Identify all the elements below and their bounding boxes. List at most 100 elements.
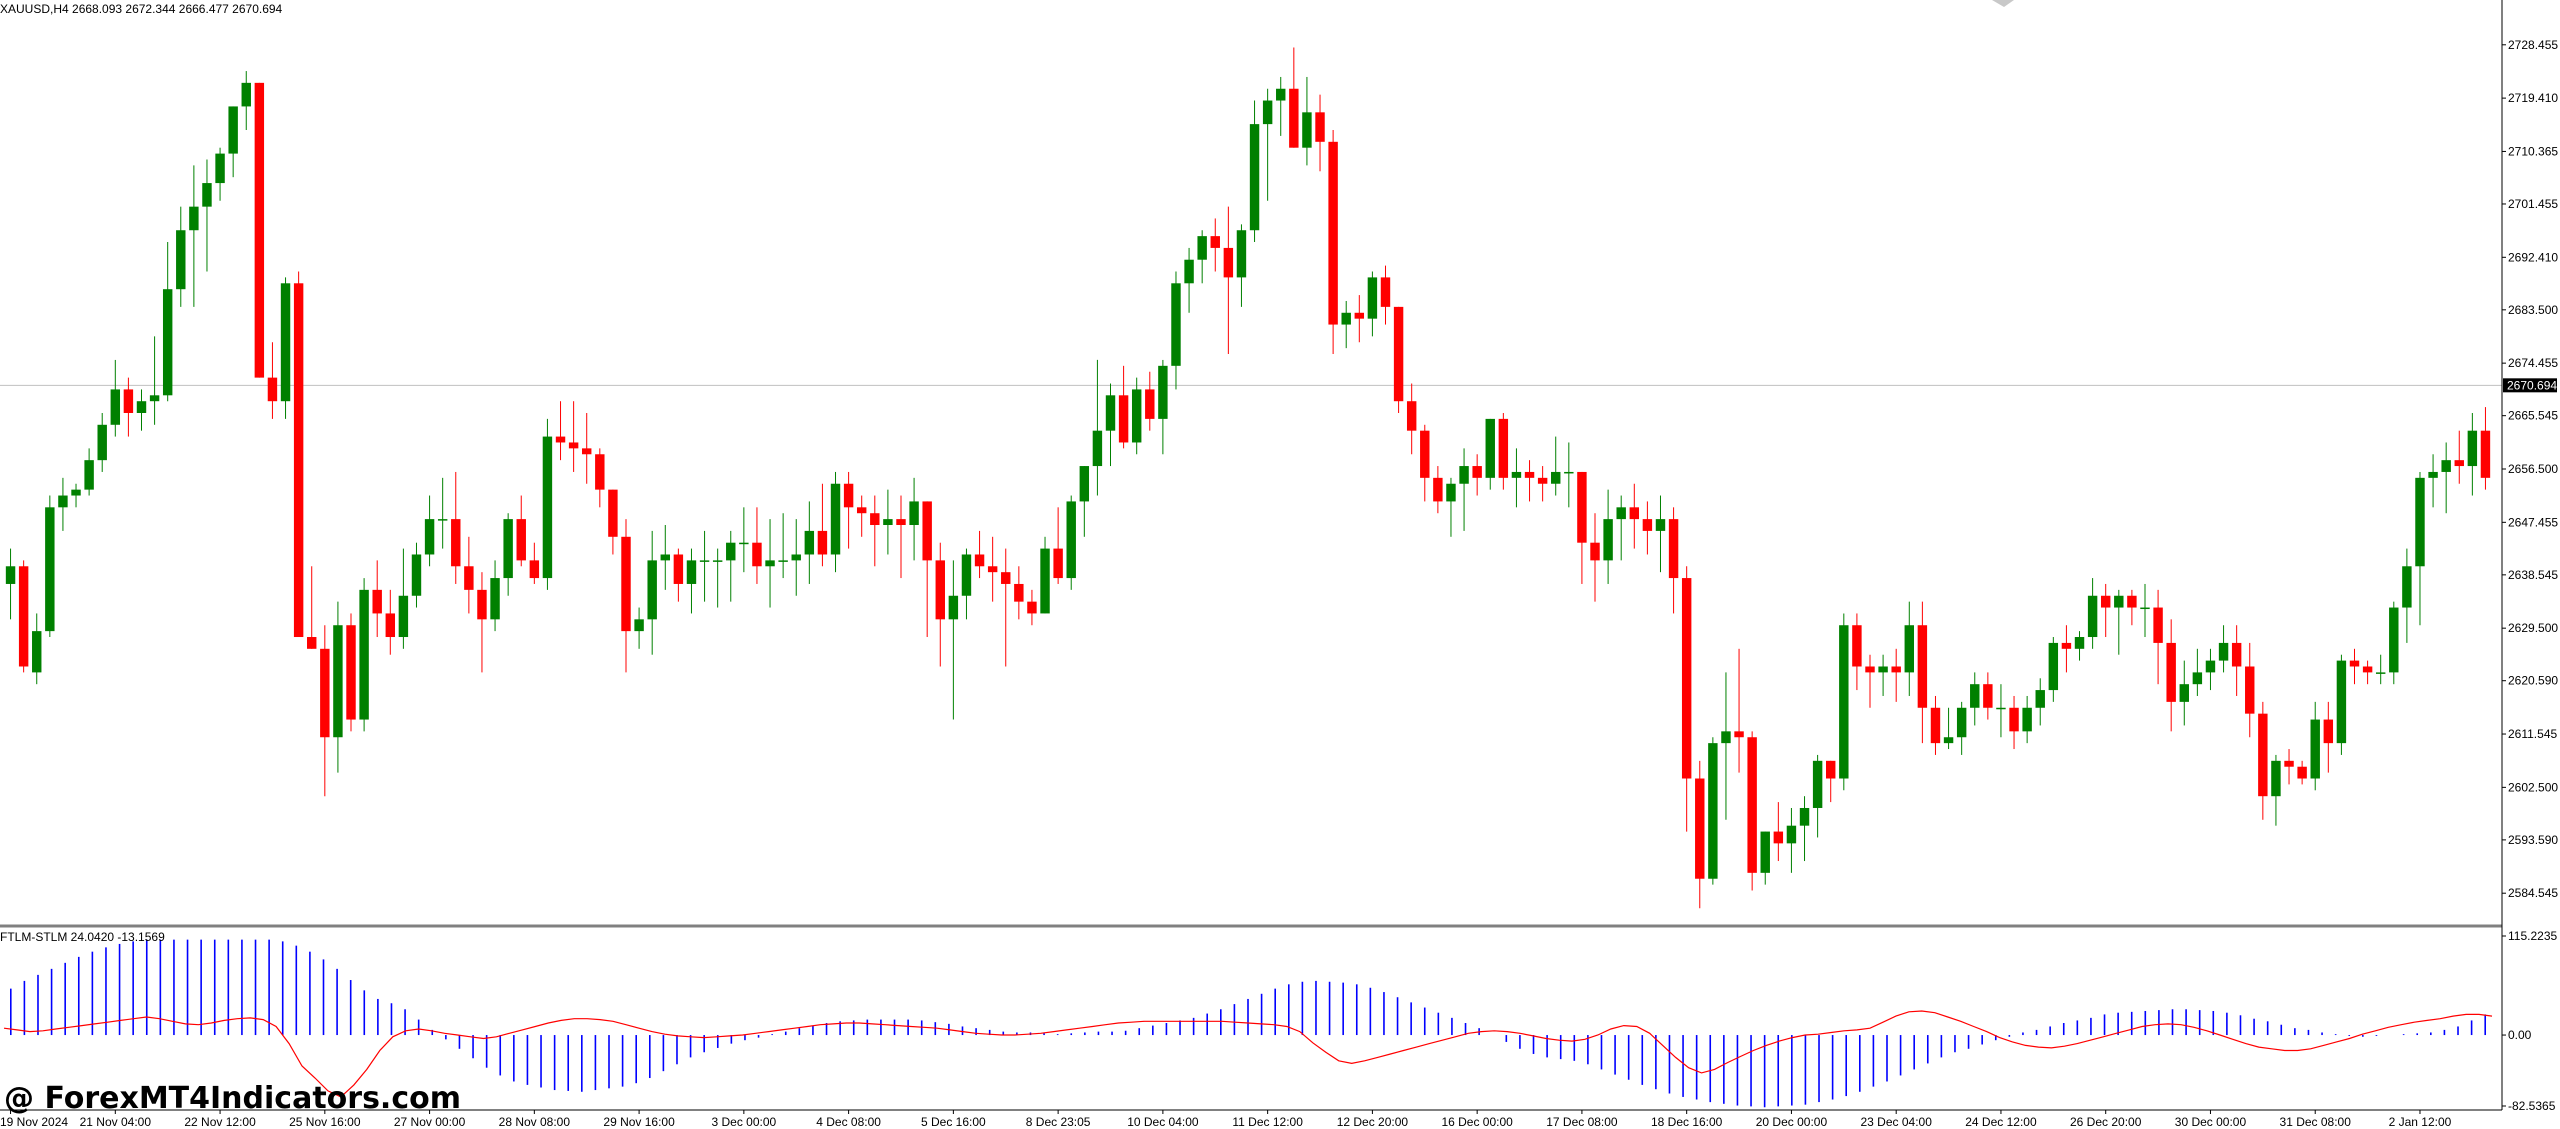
- candle[interactable]: [5, 548, 16, 620]
- candle[interactable]: [1708, 737, 1718, 885]
- candle[interactable]: [2454, 430, 2464, 484]
- candles-layer[interactable]: [5, 47, 2491, 909]
- candle[interactable]: [1446, 477, 1456, 537]
- candle[interactable]: [228, 106, 238, 178]
- candle[interactable]: [437, 477, 448, 549]
- candle[interactable]: [2467, 412, 2478, 496]
- candle[interactable]: [961, 548, 972, 620]
- candle[interactable]: [621, 519, 631, 673]
- candle[interactable]: [1943, 707, 1954, 750]
- candle[interactable]: [1695, 760, 1705, 909]
- candle[interactable]: [1852, 613, 1862, 691]
- candle[interactable]: [1865, 654, 1875, 708]
- candle[interactable]: [1524, 460, 1535, 502]
- candle[interactable]: [1053, 507, 1063, 584]
- candle[interactable]: [2310, 701, 2320, 791]
- candle[interactable]: [555, 401, 566, 461]
- candle[interactable]: [2349, 648, 2360, 685]
- candle[interactable]: [1406, 383, 1417, 455]
- candle[interactable]: [1249, 100, 1260, 243]
- candle[interactable]: [45, 495, 55, 638]
- time-axis[interactable]: 19 Nov 2024 21 Nov 04:00 22 Nov 12:00 25 No…: [0, 1110, 2452, 1129]
- candle[interactable]: [2271, 754, 2281, 826]
- candle[interactable]: [2362, 660, 2373, 685]
- candle[interactable]: [1420, 424, 1430, 502]
- candle[interactable]: [791, 519, 801, 596]
- candle[interactable]: [32, 613, 42, 685]
- candle[interactable]: [84, 448, 94, 496]
- candle[interactable]: [1027, 589, 1037, 626]
- candle[interactable]: [1747, 731, 1757, 891]
- candle[interactable]: [2048, 637, 2059, 702]
- candle[interactable]: [280, 277, 291, 419]
- candle[interactable]: [2114, 589, 2124, 655]
- candle[interactable]: [1786, 807, 1797, 873]
- candle[interactable]: [1459, 448, 1469, 531]
- candle[interactable]: [765, 519, 775, 608]
- candle[interactable]: [1826, 760, 1836, 803]
- candle[interactable]: [503, 513, 513, 596]
- candle[interactable]: [1917, 601, 1928, 744]
- candle[interactable]: [909, 477, 919, 561]
- candle[interactable]: [1184, 247, 1194, 313]
- candle[interactable]: [1197, 230, 1207, 284]
- candle[interactable]: [1302, 76, 1312, 166]
- candle[interactable]: [568, 401, 579, 472]
- candle[interactable]: [451, 471, 461, 584]
- candle[interactable]: [1380, 265, 1391, 325]
- candle[interactable]: [2022, 695, 2032, 744]
- candle[interactable]: [1236, 224, 1247, 307]
- candle[interactable]: [1105, 383, 1116, 467]
- candle[interactable]: [726, 530, 736, 602]
- candle[interactable]: [1079, 466, 1090, 537]
- candle[interactable]: [202, 159, 212, 272]
- candle[interactable]: [346, 613, 356, 732]
- candle[interactable]: [1642, 501, 1653, 555]
- candle[interactable]: [241, 71, 251, 131]
- candle[interactable]: [1001, 548, 1011, 667]
- candle[interactable]: [2480, 407, 2491, 490]
- candle[interactable]: [1891, 648, 1901, 702]
- candle[interactable]: [58, 477, 68, 531]
- candle[interactable]: [1983, 672, 1993, 720]
- candle[interactable]: [123, 377, 134, 437]
- candle[interactable]: [2323, 701, 2334, 773]
- candle[interactable]: [359, 578, 369, 732]
- candle[interactable]: [2375, 654, 2386, 685]
- candle[interactable]: [1668, 507, 1679, 614]
- candle[interactable]: [987, 536, 998, 602]
- candle[interactable]: [1511, 448, 1522, 508]
- candle[interactable]: [176, 206, 186, 307]
- candle[interactable]: [189, 165, 199, 307]
- candle[interactable]: [1603, 489, 1613, 584]
- candle[interactable]: [1904, 601, 1914, 696]
- candle[interactable]: [1485, 418, 1495, 490]
- candle[interactable]: [1262, 88, 1273, 201]
- candle[interactable]: [1315, 94, 1325, 172]
- candle[interactable]: [2402, 548, 2412, 643]
- candle[interactable]: [1839, 613, 1849, 791]
- candle[interactable]: [293, 271, 304, 638]
- candle[interactable]: [922, 501, 932, 638]
- candle[interactable]: [1498, 412, 1509, 490]
- candle[interactable]: [162, 242, 173, 402]
- candle[interactable]: [97, 412, 107, 472]
- candle[interactable]: [1223, 206, 1234, 355]
- candle[interactable]: [1537, 466, 1548, 502]
- candle[interactable]: [660, 525, 670, 590]
- candle[interactable]: [267, 342, 278, 419]
- candle[interactable]: [974, 530, 985, 579]
- chart-shift-marker[interactable]: [1992, 0, 2014, 7]
- candle[interactable]: [1616, 495, 1626, 561]
- candle[interactable]: [1393, 306, 1404, 413]
- candle[interactable]: [896, 495, 906, 579]
- candle[interactable]: [870, 495, 880, 567]
- candle[interactable]: [2218, 625, 2229, 673]
- candle[interactable]: [1040, 536, 1050, 614]
- candle[interactable]: [817, 483, 828, 567]
- candle[interactable]: [1799, 796, 1810, 862]
- candle[interactable]: [110, 359, 121, 437]
- candle[interactable]: [699, 530, 710, 602]
- candle[interactable]: [464, 536, 474, 614]
- candle[interactable]: [1328, 130, 1338, 355]
